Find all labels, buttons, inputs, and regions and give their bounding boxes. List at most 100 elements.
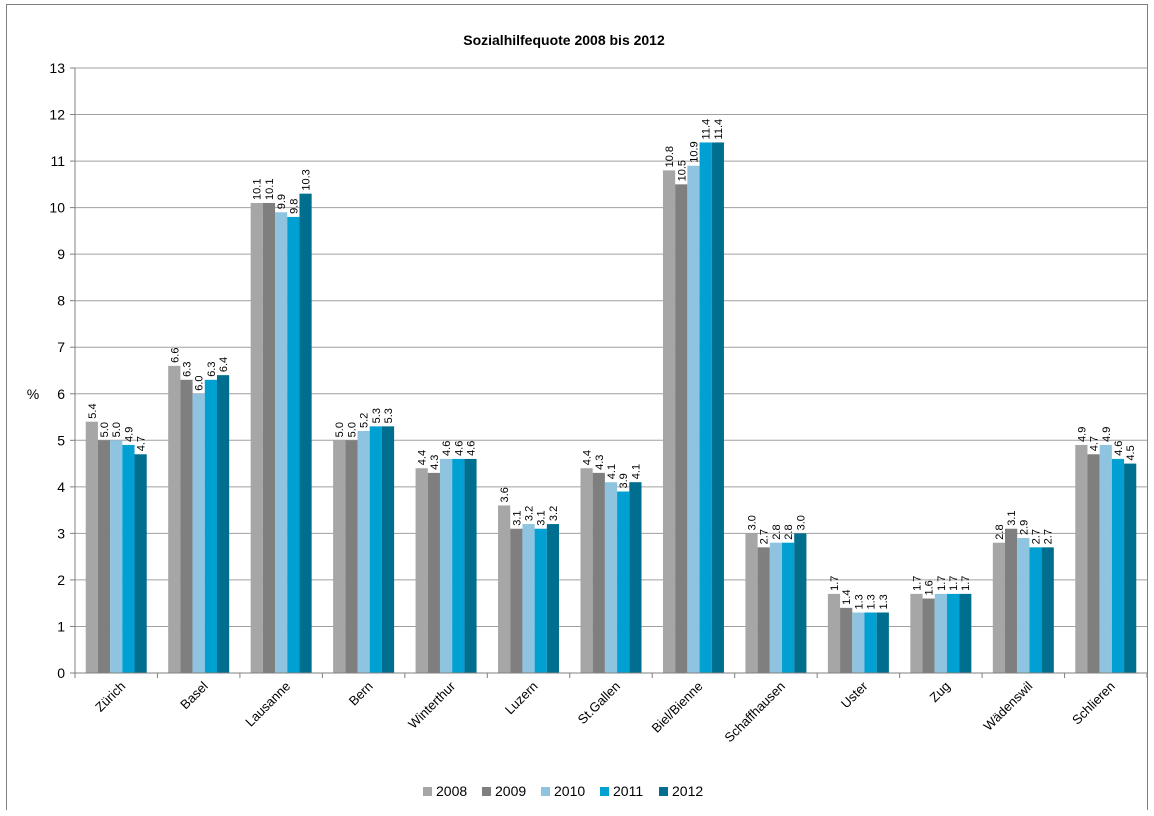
data-label: 1.3 — [853, 594, 865, 609]
legend-swatch — [659, 787, 668, 796]
bar — [922, 598, 935, 673]
data-label: 1.7 — [911, 576, 923, 591]
y-tick-label: 11 — [50, 153, 65, 169]
bar — [794, 533, 807, 673]
x-axis-label: Schlieren — [1069, 679, 1118, 728]
chart-title: Sozialhilfequote 2008 bis 2012 — [463, 32, 665, 48]
y-tick-label: 8 — [57, 293, 65, 309]
x-axis-label: St.Gallen — [575, 679, 623, 727]
data-label: 4.6 — [453, 441, 465, 456]
data-label: 1.7 — [829, 576, 841, 591]
x-axis-label: Bern — [346, 679, 376, 709]
bar — [864, 612, 877, 673]
bar — [827, 593, 841, 673]
bar — [934, 593, 947, 673]
data-label: 3.0 — [747, 515, 759, 530]
bar — [369, 426, 382, 673]
y-tick-label: 10 — [49, 200, 65, 216]
data-label: 9.9 — [276, 194, 288, 209]
y-tick-label: 6 — [57, 386, 65, 402]
x-axis-label: Wädenswil — [980, 678, 1035, 733]
data-label: 1.3 — [866, 594, 878, 609]
data-label: 3.1 — [511, 510, 523, 525]
legend-swatch — [423, 787, 432, 796]
bar — [699, 142, 712, 673]
data-label: 4.5 — [1125, 445, 1137, 460]
bar — [1005, 528, 1018, 673]
bar — [711, 142, 724, 673]
data-label: 10.1 — [252, 179, 264, 200]
bar-chart: Sozialhilfequote 2008 bis 2012 % 0123456… — [27, 32, 1148, 799]
data-label: 4.6 — [1113, 441, 1125, 456]
bar — [1111, 458, 1125, 673]
data-label: 5.0 — [111, 422, 123, 437]
bar — [498, 505, 511, 673]
data-label: 6.4 — [218, 357, 230, 372]
bar — [546, 524, 560, 673]
data-label: 4.6 — [465, 441, 477, 456]
data-label: 6.3 — [206, 362, 218, 377]
data-label: 5.0 — [99, 422, 111, 437]
bar — [110, 440, 123, 673]
data-label: 3.0 — [795, 515, 807, 530]
bar — [345, 440, 358, 673]
bar — [439, 458, 453, 673]
bar — [180, 379, 193, 673]
bar — [427, 472, 440, 673]
bar — [876, 612, 889, 673]
legend-label: 2008 — [436, 783, 467, 799]
bar — [629, 482, 642, 673]
data-label: 4.3 — [429, 455, 441, 470]
data-label: 4.9 — [1076, 427, 1088, 442]
data-label: 2.7 — [1031, 529, 1043, 544]
y-tick-label: 9 — [57, 246, 65, 262]
bar — [592, 472, 605, 673]
bar — [262, 202, 276, 673]
bar — [959, 593, 972, 673]
data-label: 1.7 — [936, 576, 948, 591]
bar — [852, 612, 865, 673]
data-label: 2.9 — [1018, 520, 1030, 535]
data-label: 1.6 — [924, 580, 936, 595]
data-label: 3.2 — [524, 506, 536, 521]
bar — [122, 444, 135, 673]
data-label: 9.8 — [288, 199, 300, 214]
y-tick-label: 1 — [57, 618, 65, 634]
x-axis-label: Luzern — [502, 679, 541, 718]
data-label: 6.6 — [169, 348, 181, 363]
data-label: 6.3 — [181, 362, 193, 377]
bar — [910, 593, 923, 673]
x-axis-label: Zug — [927, 679, 953, 705]
bar — [192, 393, 205, 673]
bar — [85, 421, 98, 673]
bar — [662, 170, 676, 673]
data-label: 4.4 — [417, 450, 429, 465]
data-label: 10.8 — [664, 146, 676, 167]
bar — [381, 426, 395, 673]
bar — [522, 524, 535, 673]
data-label: 5.3 — [371, 408, 383, 423]
bar — [510, 528, 523, 673]
data-label: 2.7 — [1043, 529, 1055, 544]
legend-label: 2009 — [495, 783, 526, 799]
bar — [782, 542, 795, 673]
data-label: 5.0 — [334, 422, 346, 437]
data-label: 1.3 — [878, 594, 890, 609]
bar — [534, 528, 547, 673]
bar — [617, 491, 630, 673]
data-label: 3.2 — [548, 506, 560, 521]
data-label: 4.7 — [136, 436, 148, 451]
bar — [675, 184, 688, 673]
data-label: 5.4 — [87, 403, 99, 418]
data-label: 3.1 — [536, 510, 548, 525]
y-tick-label: 12 — [49, 107, 65, 123]
bar — [204, 379, 217, 673]
x-axis-label: Lausanne — [242, 679, 293, 730]
y-axis-label: % — [27, 386, 39, 402]
bar — [1075, 444, 1088, 673]
x-axis-label: Biel/Bienne — [648, 679, 705, 736]
legend-swatch — [600, 787, 609, 796]
bar — [168, 365, 181, 673]
data-label: 2.8 — [783, 524, 795, 539]
